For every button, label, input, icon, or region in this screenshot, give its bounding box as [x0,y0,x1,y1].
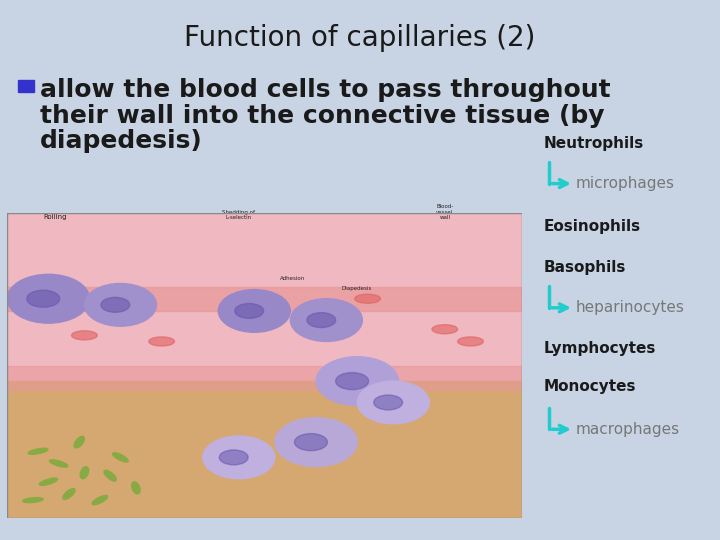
Text: Basophils: Basophils [544,260,626,275]
Ellipse shape [63,489,75,500]
Circle shape [316,357,398,406]
Ellipse shape [74,436,84,448]
Bar [18,80,34,92]
Ellipse shape [307,313,336,328]
Text: Eosinophils: Eosinophils [544,219,641,234]
Ellipse shape [355,294,380,303]
Text: microphages: microphages [576,176,675,191]
Ellipse shape [80,467,89,478]
Bar [7,287,522,311]
Circle shape [275,418,357,467]
Circle shape [290,299,362,341]
Text: Shedding of
L-selectin: Shedding of L-selectin [222,210,256,220]
Ellipse shape [432,325,458,334]
Ellipse shape [132,482,140,494]
Text: Lymphocytes: Lymphocytes [544,341,656,356]
Ellipse shape [235,303,264,319]
Ellipse shape [28,448,48,454]
Ellipse shape [374,395,402,410]
Text: Monocytes: Monocytes [544,379,636,394]
Text: their wall into the connective tissue (by: their wall into the connective tissue (b… [40,104,604,127]
Text: Diapedesis: Diapedesis [342,286,372,291]
Text: heparinocytes: heparinocytes [576,300,685,315]
Circle shape [7,274,89,323]
Ellipse shape [27,290,60,307]
Ellipse shape [104,470,117,481]
Ellipse shape [294,434,328,451]
Circle shape [203,436,275,479]
Ellipse shape [220,450,248,465]
Text: Rolling: Rolling [43,214,67,220]
Text: diapedesis): diapedesis) [40,129,202,152]
Ellipse shape [149,337,174,346]
Text: allow the blood cells to pass throughout: allow the blood cells to pass throughout [40,78,611,102]
Text: Adhesion: Adhesion [280,276,305,281]
Ellipse shape [113,453,128,462]
Circle shape [218,289,290,332]
Bar [7,213,522,381]
Text: Function of capillaries (2): Function of capillaries (2) [184,24,536,52]
Circle shape [84,284,156,326]
Bar [7,366,522,390]
Ellipse shape [50,460,68,467]
Text: Blood-
vessel
wall: Blood- vessel wall [436,204,454,220]
Ellipse shape [71,331,97,340]
Ellipse shape [92,496,107,505]
Ellipse shape [101,298,130,312]
Ellipse shape [336,373,369,390]
Bar [7,381,522,518]
Text: Neutrophils: Neutrophils [544,136,644,151]
Text: macrophages: macrophages [576,422,680,437]
Ellipse shape [458,337,483,346]
Ellipse shape [23,497,43,503]
Ellipse shape [40,478,58,485]
Circle shape [357,381,429,424]
